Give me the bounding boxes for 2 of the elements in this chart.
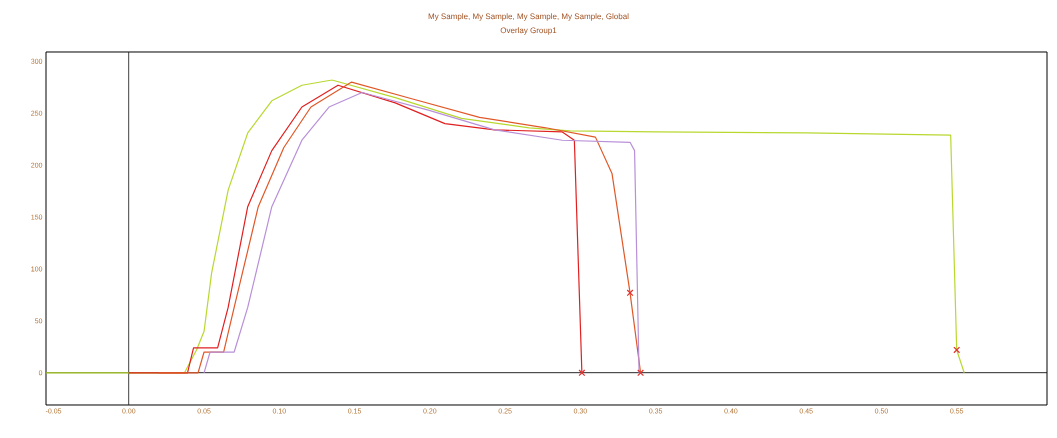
chart-title: My Sample, My Sample, My Sample, My Sample, Global	[428, 13, 629, 21]
chart-subtitle: Overlay Group1	[500, 27, 557, 35]
